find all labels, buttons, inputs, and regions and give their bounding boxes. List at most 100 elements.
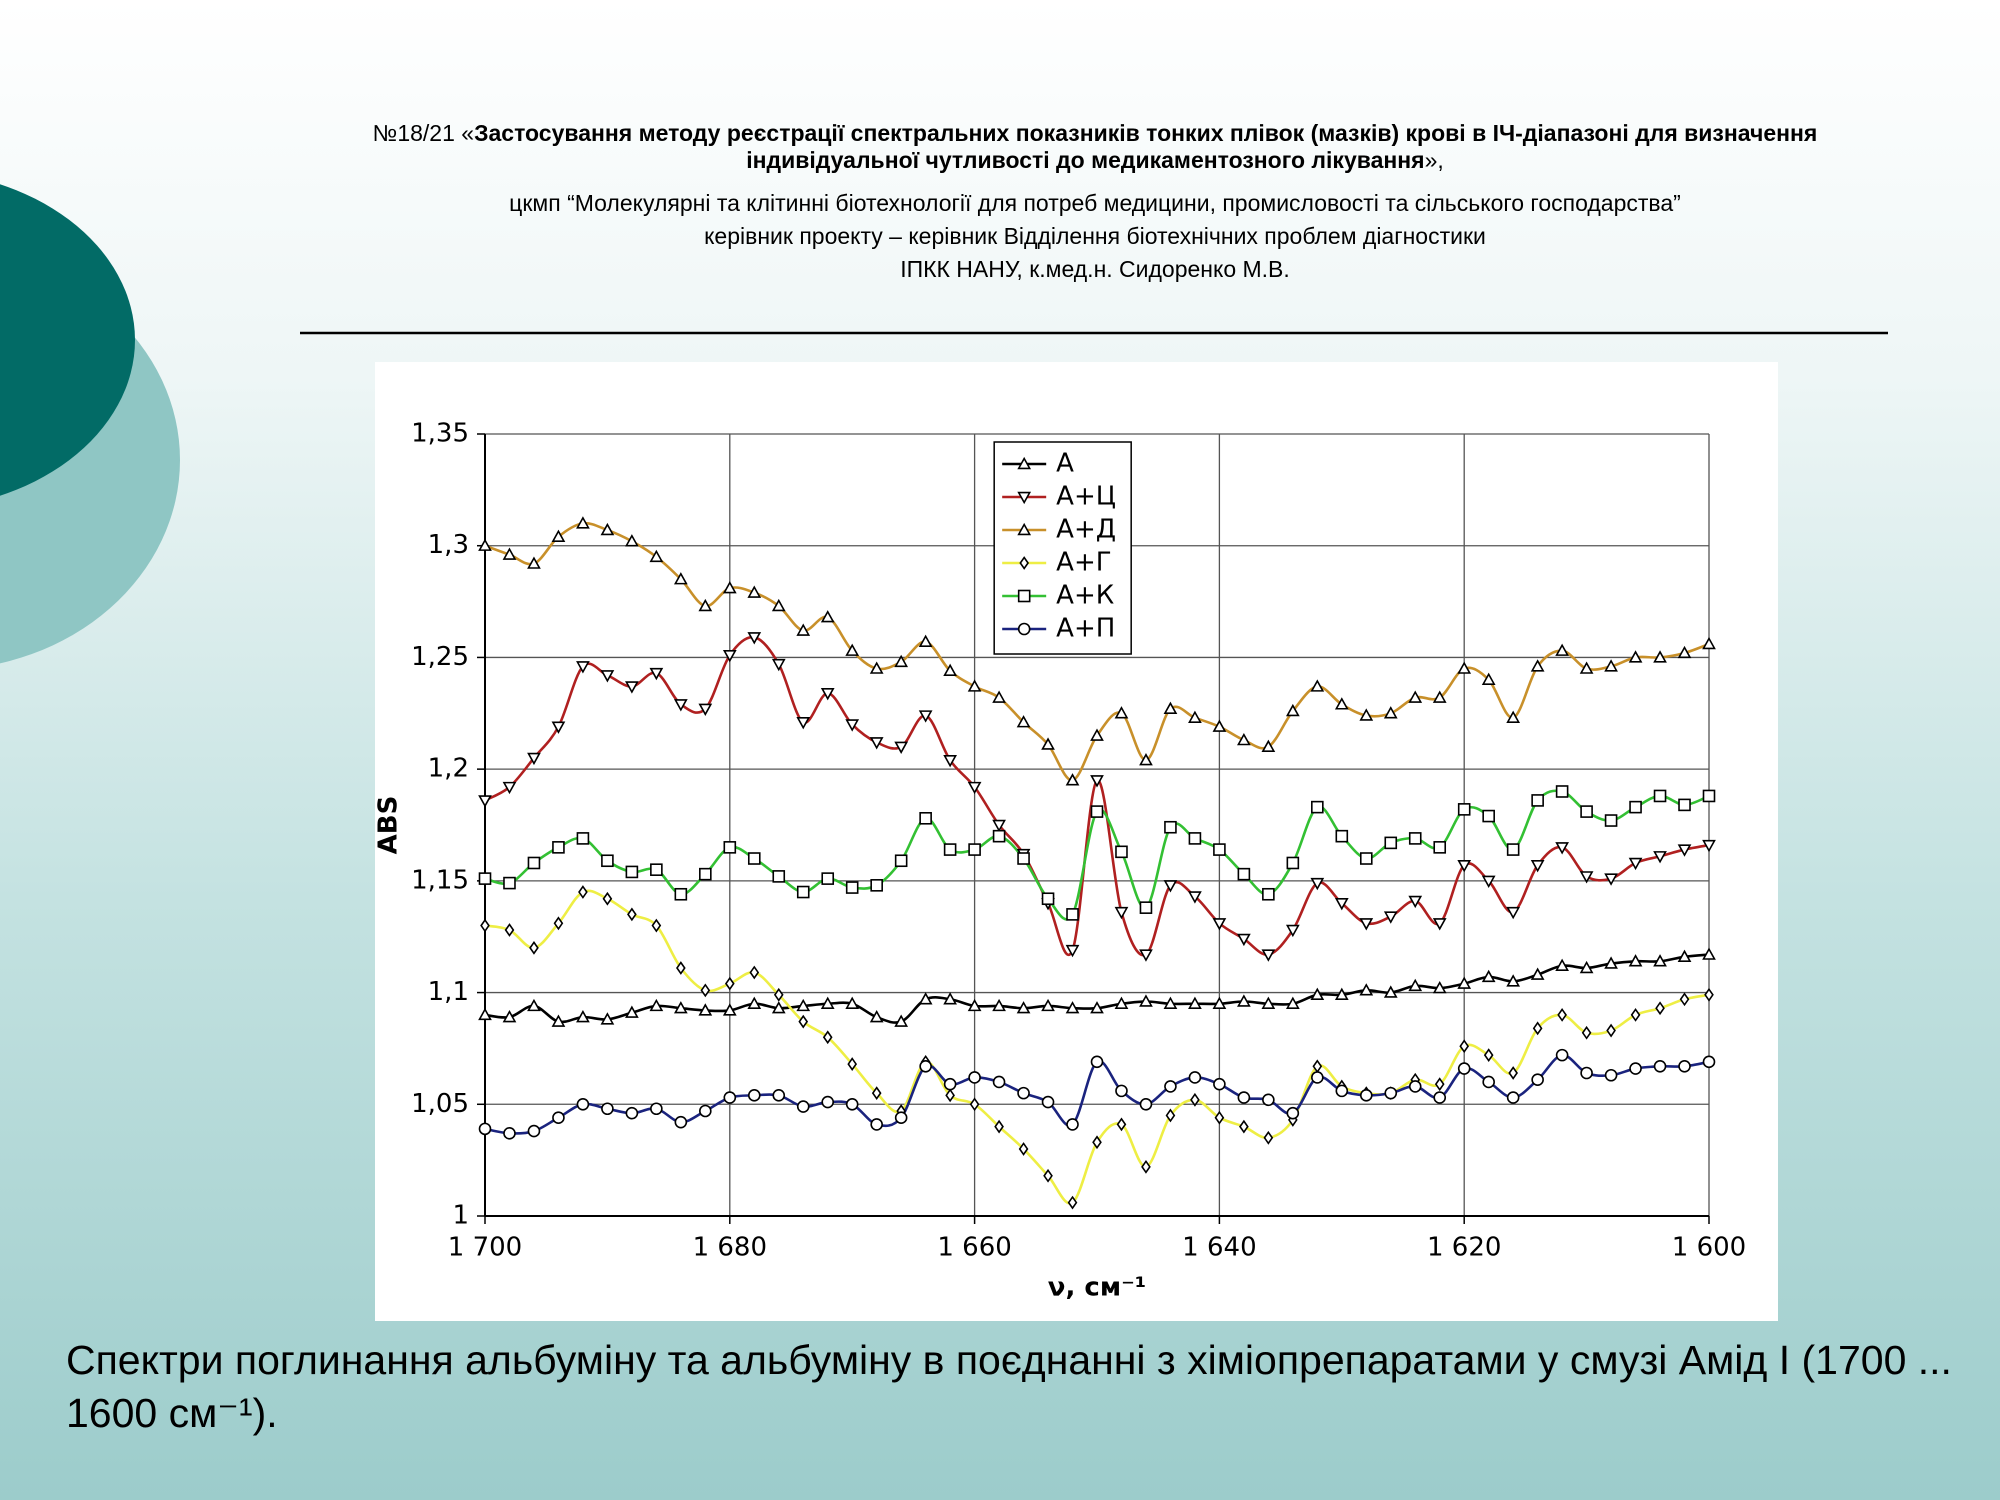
marker [1434,1077,1445,1092]
marker [1262,1093,1275,1107]
marker [1334,897,1349,911]
marker [1066,1118,1079,1131]
marker [1065,773,1080,786]
marker [894,1014,909,1027]
marker [820,687,835,701]
marker [700,983,711,998]
marker [943,843,957,856]
marker [551,1014,566,1027]
marker [1092,1135,1102,1150]
marker [1261,949,1276,962]
marker [845,996,860,1009]
marker [600,522,615,536]
marker [1408,690,1423,703]
marker [1482,809,1495,823]
series-line [484,889,1710,1205]
marker [1066,908,1079,921]
marker [1383,911,1398,924]
marker [1041,737,1055,750]
marker [1239,1119,1249,1134]
marker [967,679,982,692]
marker [894,854,908,868]
marker [1555,1048,1569,1062]
marker [1163,880,1178,893]
marker [1677,645,1692,659]
marker [1090,805,1104,818]
marker [673,572,688,585]
marker [1164,1080,1177,1093]
marker [1531,1073,1544,1087]
marker [1506,1091,1520,1104]
marker [1139,753,1153,766]
marker [1017,852,1030,865]
marker [919,1060,932,1073]
x-tick-label: 1 640 [1182,1233,1256,1263]
marker [1506,974,1521,987]
marker [845,1097,859,1111]
marker [650,1102,663,1116]
marker [649,667,664,681]
marker [1530,967,1545,980]
marker [1555,842,1569,855]
marker [994,1119,1004,1134]
marker [1141,1159,1151,1174]
marker [1481,969,1496,983]
y-axis-title: ABS [374,796,404,855]
marker [1483,1048,1494,1063]
marker [1017,522,1032,536]
marker [1164,820,1177,834]
marker [1459,1039,1470,1054]
marker [1384,1086,1398,1100]
marker [1481,875,1496,889]
marker [943,755,957,768]
marker [1017,589,1031,603]
marker [650,863,663,876]
marker [796,623,811,636]
marker [1163,701,1178,715]
marker [1213,843,1226,856]
marker [747,585,762,598]
marker [1359,918,1374,931]
marker [1065,944,1080,958]
marker [553,916,564,931]
marker [1285,703,1300,717]
marker [1114,706,1129,719]
marker [1677,949,1692,963]
marker [504,923,515,937]
marker [1359,1089,1373,1102]
marker [1457,976,1472,989]
marker [1630,1008,1641,1022]
marker [894,1111,908,1124]
marker [1237,867,1251,881]
x-tick-label: 1 620 [1427,1233,1501,1263]
header-project: Застосування методу реєстрації спектраль… [474,120,1818,173]
marker [1237,732,1251,746]
marker [1530,860,1545,873]
marker [1310,877,1325,891]
marker [722,581,737,594]
marker [968,843,981,856]
marker [1653,851,1667,864]
marker [869,737,884,750]
marker [600,670,615,683]
marker [943,1077,957,1091]
marker [1359,852,1373,865]
marker [1629,800,1642,814]
marker [1214,1110,1225,1125]
marker [1628,857,1643,871]
marker [1580,1066,1593,1080]
marker [772,1089,786,1102]
marker [551,721,566,734]
marker [1628,954,1643,967]
marker [871,1086,882,1101]
marker [1432,980,1447,994]
marker [943,992,957,1005]
marker [1115,1084,1128,1098]
marker [625,1106,639,1120]
marker [1432,690,1447,703]
header-title: №18/21 «Застосування методу реєстрації с… [300,120,1890,174]
marker [1016,1001,1031,1014]
marker [1188,891,1202,904]
marker [1188,832,1202,845]
marker [502,547,517,560]
